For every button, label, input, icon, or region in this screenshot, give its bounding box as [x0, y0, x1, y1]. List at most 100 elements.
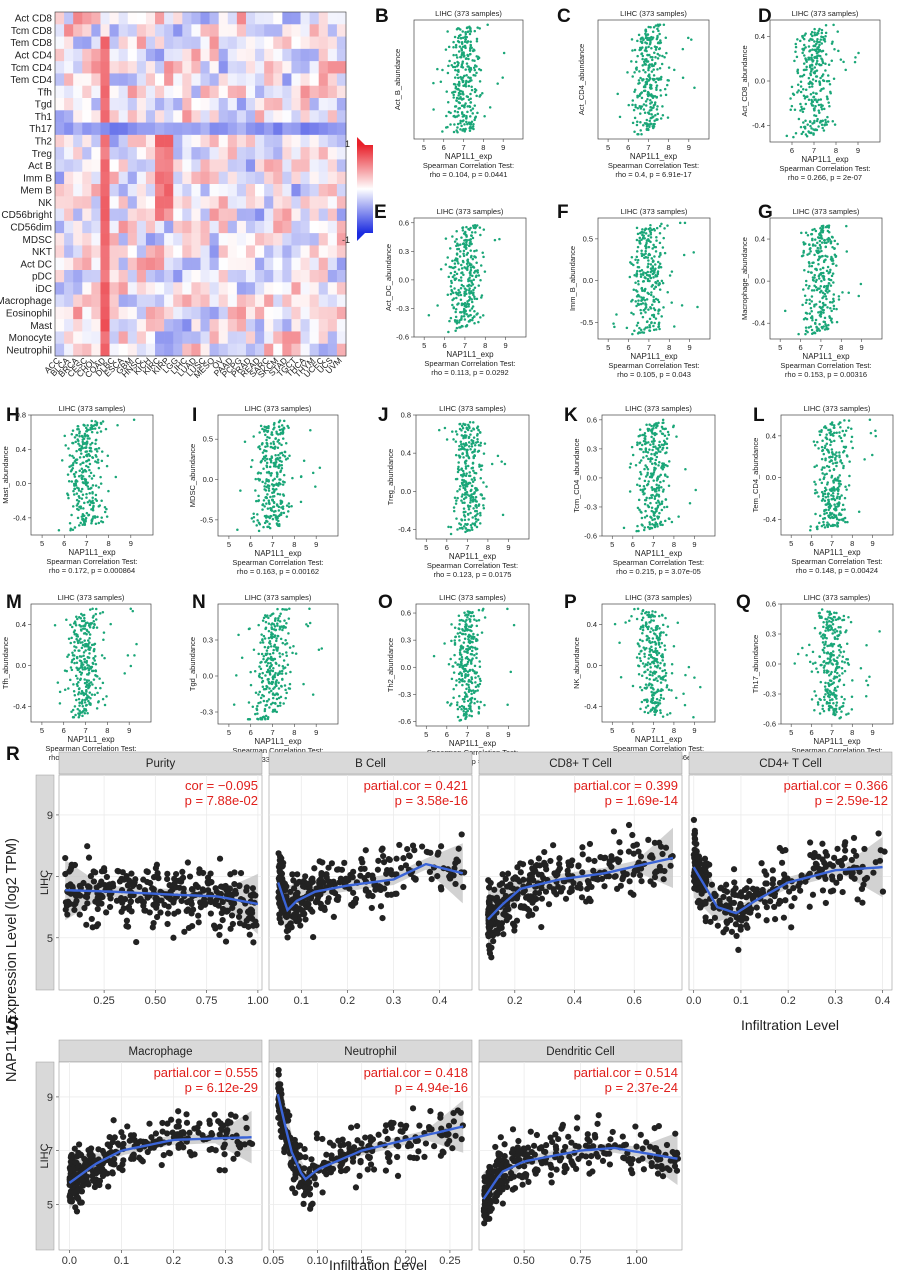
stat-title: Spearman Correlation Test:: [424, 359, 515, 368]
data-point: [257, 494, 260, 498]
data-point: [655, 235, 658, 239]
data-point: [458, 522, 461, 525]
heatmap-cell: [182, 282, 192, 295]
heatmap-cell: [55, 110, 65, 123]
heatmap-cell: [327, 159, 338, 173]
heatmap-cell: [118, 245, 129, 259]
heatmap-cell: [173, 343, 183, 357]
data-point: [834, 458, 837, 461]
data-point: [831, 453, 835, 456]
data-point: [818, 433, 822, 437]
heatmap-cell: [173, 208, 183, 222]
data-point: [277, 681, 280, 685]
data-point: [631, 332, 634, 336]
heatmap-cell: [309, 147, 320, 160]
data-point: [471, 305, 475, 308]
panel-letter: J: [378, 405, 389, 426]
heatmap-cell: [173, 245, 183, 259]
y-tick-label: -0.4: [398, 525, 411, 534]
heatmap-cell: [182, 294, 192, 308]
x-tick-label: 9: [314, 540, 318, 549]
data-point: [66, 655, 69, 658]
heatmap-cell: [100, 319, 110, 332]
data-point: [647, 245, 651, 249]
heatmap-cell: [200, 159, 210, 173]
data-point: [477, 274, 481, 277]
data-point: [454, 453, 458, 457]
data-point: [83, 639, 86, 642]
data-point: [454, 45, 458, 49]
data-point: [65, 618, 68, 621]
y-axis-label: Act_CD8_abundance: [740, 45, 749, 116]
heatmap-cell: [264, 12, 274, 25]
data-point: [96, 431, 99, 434]
data-point: [75, 504, 79, 507]
data-point: [832, 77, 836, 80]
x-tick-label: 6: [631, 540, 635, 549]
panel-letter: B: [375, 6, 389, 27]
data-point: [447, 275, 451, 279]
data-point: [78, 615, 81, 619]
heatmap-cell: [173, 110, 183, 123]
x-tick-label: 5: [424, 543, 428, 552]
data-point: [654, 80, 658, 84]
panel-letter: E: [374, 202, 387, 223]
heatmap-cell: [309, 245, 320, 259]
data-point: [655, 493, 659, 496]
heatmap-cell: [109, 257, 119, 271]
data-point: [639, 328, 643, 332]
data-point: [254, 712, 257, 716]
data-point: [656, 260, 660, 264]
data-point: [96, 458, 100, 462]
heatmap-cell: [118, 196, 129, 209]
data-point: [826, 115, 829, 119]
heatmap-cell: [164, 233, 174, 246]
data-point: [83, 645, 87, 648]
heatmap-cell: [109, 36, 119, 50]
heatmap-cell: [91, 36, 101, 50]
data-point: [801, 34, 804, 38]
data-point: [830, 440, 833, 443]
data-point: [635, 274, 638, 278]
heatmap-frame: [54, 11, 347, 357]
data-point: [274, 465, 278, 468]
heatmap-cell: [327, 282, 338, 295]
data-point: [469, 109, 473, 112]
data-point: [474, 487, 477, 490]
data-point: [809, 528, 812, 532]
heatmap-cell: [55, 48, 65, 62]
data-point: [652, 424, 656, 428]
data-point: [633, 130, 636, 134]
data-point: [822, 79, 826, 83]
data-point: [830, 512, 834, 515]
data-point: [269, 495, 272, 499]
heatmap-cell: [227, 24, 238, 37]
data-point: [641, 233, 644, 237]
heatmap-cell: [236, 98, 247, 111]
data-point: [821, 229, 825, 232]
data-point: [73, 693, 77, 697]
data-point: [451, 259, 454, 263]
heatmap-row-label: Tfh: [38, 87, 52, 98]
data-point: [830, 235, 834, 239]
data-point: [657, 300, 661, 304]
data-point: [803, 43, 806, 47]
stat-title: Spearman Correlation Test:: [613, 558, 704, 567]
data-point: [279, 452, 282, 455]
heatmap-cell: [82, 343, 92, 357]
x-tick-label: 8: [481, 143, 485, 152]
x-tick-label: 7: [270, 540, 274, 549]
data-point: [93, 623, 96, 626]
data-point: [813, 443, 817, 447]
data-point: [656, 57, 660, 60]
data-point: [283, 480, 286, 484]
data-point: [650, 516, 653, 520]
heatmap-cell: [100, 85, 110, 99]
data-point: [91, 607, 94, 610]
data-point: [468, 49, 472, 52]
data-point: [88, 652, 91, 655]
heatmap-cell: [218, 98, 229, 111]
data-point: [76, 428, 79, 431]
data-point: [89, 500, 93, 504]
heatmap-cell: [136, 48, 147, 62]
